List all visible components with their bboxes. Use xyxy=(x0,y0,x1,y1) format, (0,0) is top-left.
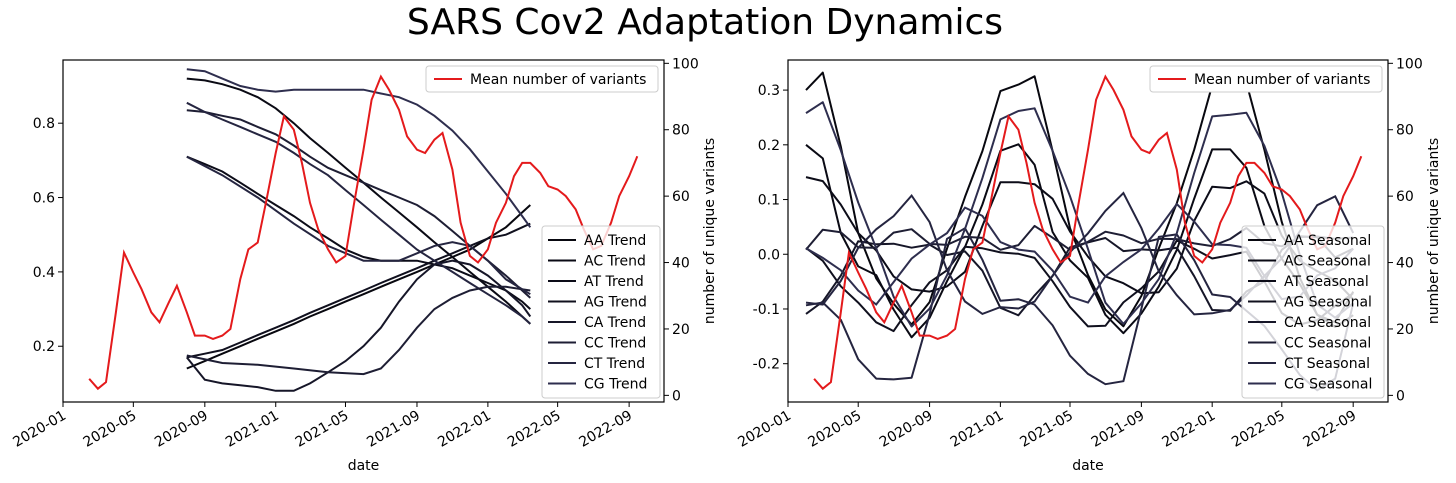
variants-legend-label: Mean number of variants xyxy=(470,72,646,88)
y-tick-label: 0.4 xyxy=(33,265,55,281)
trend-line-ca xyxy=(186,259,532,392)
y2-tick-label: 0 xyxy=(1396,388,1405,404)
series-legend-label: AA Trend xyxy=(584,233,646,249)
x-tick-label: 2020-01 xyxy=(735,408,794,451)
y-tick-label: 0.2 xyxy=(758,138,780,154)
x-tick-label: 2021-09 xyxy=(1089,408,1148,451)
y-tick-label: 0.2 xyxy=(33,339,55,355)
trend-line-at xyxy=(186,155,531,310)
figure-title: SARS Cov2 Adaptation Dynamics xyxy=(406,2,1004,43)
x-axis-label: date xyxy=(348,458,380,474)
x-tick-label: 2022-05 xyxy=(1229,408,1288,451)
series-legend-box xyxy=(1241,225,1385,399)
series-legend-label: AA Seasonal xyxy=(1284,233,1371,249)
trend-line-ct xyxy=(186,101,531,325)
variants-legend-label: Mean number of variants xyxy=(1194,72,1370,88)
y2-tick-label: 20 xyxy=(1396,322,1414,338)
y2-axis-label: number of unique variants xyxy=(1426,138,1442,324)
series-legend-label: CT Seasonal xyxy=(1284,356,1370,372)
series-legend-label: CA Seasonal xyxy=(1284,315,1371,331)
series-legend-label: AT Trend xyxy=(584,274,644,290)
variants-line xyxy=(813,74,1363,391)
series-legend-label: AG Seasonal xyxy=(1284,295,1372,311)
y-tick-label: 0.8 xyxy=(33,116,55,132)
trend-line-cg xyxy=(186,68,532,228)
series-legend-label: CC Seasonal xyxy=(1284,336,1371,352)
series-legend-label: AC Trend xyxy=(584,254,646,270)
series-group xyxy=(88,68,639,392)
x-tick-label: 2021-09 xyxy=(364,408,423,451)
axes-frame xyxy=(62,59,665,403)
y2-tick-label: 40 xyxy=(672,256,690,272)
series-legend-label: AC Seasonal xyxy=(1284,254,1371,270)
x-tick-label: 2021-01 xyxy=(223,408,282,451)
y-tick-label: 0.3 xyxy=(758,83,780,99)
trend-line-extra xyxy=(186,155,531,296)
series-legend-label: CG Trend xyxy=(584,377,647,393)
y2-tick-label: 40 xyxy=(1396,256,1414,272)
x-tick-label: 2022-01 xyxy=(435,408,494,451)
x-tick-label: 2022-09 xyxy=(576,408,635,451)
variants-legend-box xyxy=(425,65,659,93)
x-tick-label: 2021-05 xyxy=(1017,408,1076,451)
series-legend-label: CG Seasonal xyxy=(1284,377,1372,393)
y2-tick-label: 80 xyxy=(1396,123,1414,139)
y-tick-label: 0.6 xyxy=(33,191,55,207)
x-tick-label: 2020-05 xyxy=(806,408,865,451)
y2-tick-label: 20 xyxy=(672,322,690,338)
x-tick-label: 2020-01 xyxy=(10,408,69,451)
seasonal-line-cg xyxy=(805,101,1354,328)
y2-tick-label: 100 xyxy=(1396,56,1423,72)
y2-tick-label: 0 xyxy=(672,388,681,404)
x-tick-label: 2021-01 xyxy=(948,408,1007,451)
y2-tick-label: 100 xyxy=(672,56,699,72)
y-tick-label: 0.1 xyxy=(758,193,780,209)
y-tick-label: 0.0 xyxy=(758,247,780,263)
x-tick-label: 2022-05 xyxy=(505,408,564,451)
trend-line-aa xyxy=(186,204,531,370)
seasonal-line-ac xyxy=(805,143,1354,339)
series-legend-label: CT Trend xyxy=(584,356,645,372)
series-legend-box xyxy=(541,225,661,399)
variants-legend-box xyxy=(1149,65,1383,93)
trend-line-extra xyxy=(186,285,531,376)
x-tick-label: 2022-09 xyxy=(1301,408,1360,451)
x-tick-label: 2020-09 xyxy=(877,408,936,451)
y2-tick-label: 60 xyxy=(1396,189,1414,205)
series-legend-label: AT Seasonal xyxy=(1284,274,1369,290)
axes-frame xyxy=(787,59,1389,403)
x-tick-label: 2020-09 xyxy=(152,408,211,451)
chart-panel-1: 0.2 0.4 0.6 0.8 0 20 40 60 80 100 number of unique… xyxy=(10,56,718,474)
series-legend-label: AG Trend xyxy=(584,295,647,311)
y-tick-label: -0.1 xyxy=(753,302,780,318)
y2-tick-label: 80 xyxy=(672,123,690,139)
variants-line xyxy=(88,74,639,391)
series-legend-label: CC Trend xyxy=(584,336,646,352)
x-axis-label: date xyxy=(1072,458,1104,474)
trend-line-ag xyxy=(186,222,531,359)
y-tick-label: -0.2 xyxy=(753,357,780,373)
y2-tick-label: 60 xyxy=(672,189,690,205)
y2-axis-label: number of unique variants xyxy=(702,138,718,324)
series-legend-label: CA Trend xyxy=(584,315,646,331)
x-tick-label: 2022-01 xyxy=(1160,408,1219,451)
x-tick-label: 2021-05 xyxy=(293,408,352,451)
chart-panel-2: -0.2 -0.1 0.0 0.1 0.2 0.3 0 20 40 60 80 100 number o… xyxy=(735,56,1442,474)
x-tick-label: 2020-05 xyxy=(81,408,140,451)
